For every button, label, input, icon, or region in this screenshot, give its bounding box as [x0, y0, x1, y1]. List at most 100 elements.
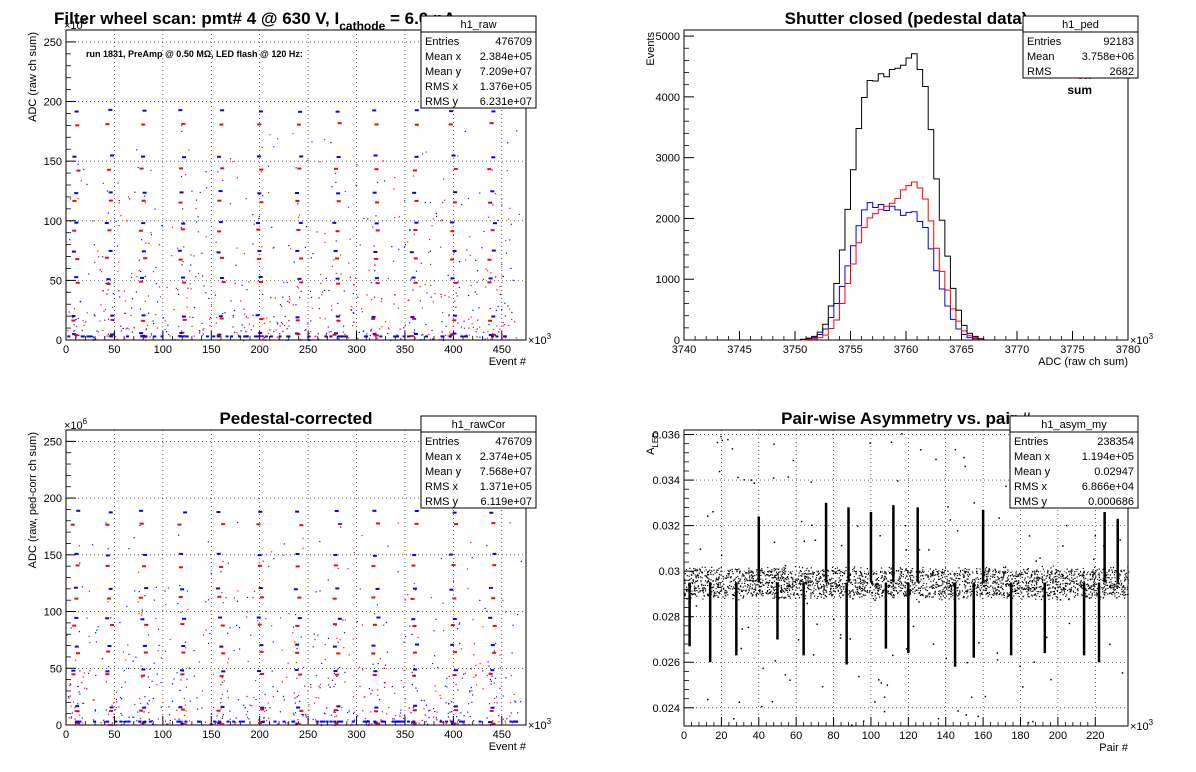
asym-point [1086, 584, 1088, 586]
asym-point [777, 579, 779, 581]
noise-point [489, 307, 491, 310]
asym-point [1078, 573, 1080, 575]
asym-point [697, 576, 700, 579]
noise-point [316, 231, 318, 233]
asym-point [1093, 582, 1095, 584]
noise-point [457, 719, 459, 722]
noise-point [298, 216, 300, 218]
noise-point [430, 284, 432, 286]
noise-point [428, 710, 430, 712]
data-point-off [454, 523, 459, 526]
x-tick-label: 3775 [1060, 344, 1084, 356]
noise-point [413, 664, 415, 667]
asym-point [834, 590, 836, 592]
asym-point [694, 590, 696, 592]
data-point-off [488, 673, 493, 676]
noise-point [282, 330, 284, 332]
asym-point [1069, 573, 1071, 575]
asym-point [1092, 571, 1094, 573]
noise-point [488, 665, 490, 667]
noise-point [494, 677, 497, 679]
asym-point [773, 580, 776, 582]
noise-point [432, 708, 435, 710]
data-point-on [138, 509, 143, 512]
noise-point [246, 289, 248, 291]
asym-point [773, 567, 775, 570]
asym-point [767, 593, 769, 595]
y-tick-label: 1000 [656, 274, 680, 286]
noise-point [347, 206, 349, 208]
asym-point [876, 592, 879, 594]
asym-point [1015, 575, 1017, 577]
asym-point [776, 577, 778, 579]
asym-point [1065, 582, 1067, 584]
asym-point [1123, 570, 1125, 572]
data-point-on [452, 511, 457, 514]
data-point-on [336, 705, 341, 708]
data-point-on [259, 110, 264, 113]
asym-point [991, 594, 993, 596]
asym-point [1006, 571, 1009, 574]
noise-point [447, 712, 449, 715]
asym-point [718, 567, 720, 569]
asym-point [941, 584, 943, 586]
noise-point [237, 334, 239, 336]
noise-point [254, 680, 257, 682]
noise-point [469, 690, 471, 692]
asym-point [751, 574, 753, 576]
asym-point [713, 586, 715, 588]
asym-point [1007, 584, 1010, 586]
noise-point [81, 329, 83, 332]
noise-point [325, 334, 327, 336]
data-point-on [490, 669, 495, 672]
asym-point [854, 566, 856, 568]
noise-point [409, 322, 411, 324]
noise-point [388, 328, 390, 330]
noise-point [307, 323, 309, 325]
x-exponent-label: ×103 [1130, 332, 1154, 347]
noise-point [479, 192, 481, 194]
asym-point [922, 569, 924, 571]
noise-point [353, 321, 355, 323]
asym-point [902, 584, 904, 586]
asym-point [805, 583, 807, 585]
asym-point [739, 570, 741, 572]
asym-point [871, 583, 874, 585]
asym-point [1038, 586, 1040, 588]
noise-point [370, 711, 372, 713]
noise-point [335, 181, 337, 184]
noise-point [324, 241, 326, 244]
noise-point [414, 329, 416, 331]
data-point-on [259, 644, 264, 647]
asym-point [742, 597, 744, 599]
noise-point [470, 339, 473, 341]
noise-point [103, 721, 105, 724]
noise-point [156, 301, 159, 303]
asym-point [987, 569, 990, 571]
asym-point [948, 582, 950, 584]
noise-point [479, 336, 481, 338]
data-point-off [216, 709, 221, 712]
low-level-point [264, 335, 268, 338]
noise-point [333, 339, 335, 341]
noise-point [273, 558, 275, 560]
asym-point [1083, 580, 1085, 582]
noise-point [243, 327, 246, 329]
asym-point [977, 584, 979, 586]
asym-point [858, 587, 861, 589]
asym-point [843, 572, 845, 574]
data-point-off [178, 201, 183, 204]
asym-point [964, 580, 967, 582]
noise-point [502, 325, 504, 327]
data-point-off [489, 709, 494, 712]
data-point-on [412, 554, 417, 557]
asym-point [998, 593, 1000, 596]
data-point-on [178, 706, 183, 709]
data-point-off [453, 167, 458, 170]
asym-point [899, 587, 901, 589]
noise-point [102, 329, 104, 331]
asym-point [937, 574, 939, 576]
data-point-off [257, 123, 262, 126]
asym-point [691, 592, 693, 595]
asym-point [979, 582, 981, 584]
